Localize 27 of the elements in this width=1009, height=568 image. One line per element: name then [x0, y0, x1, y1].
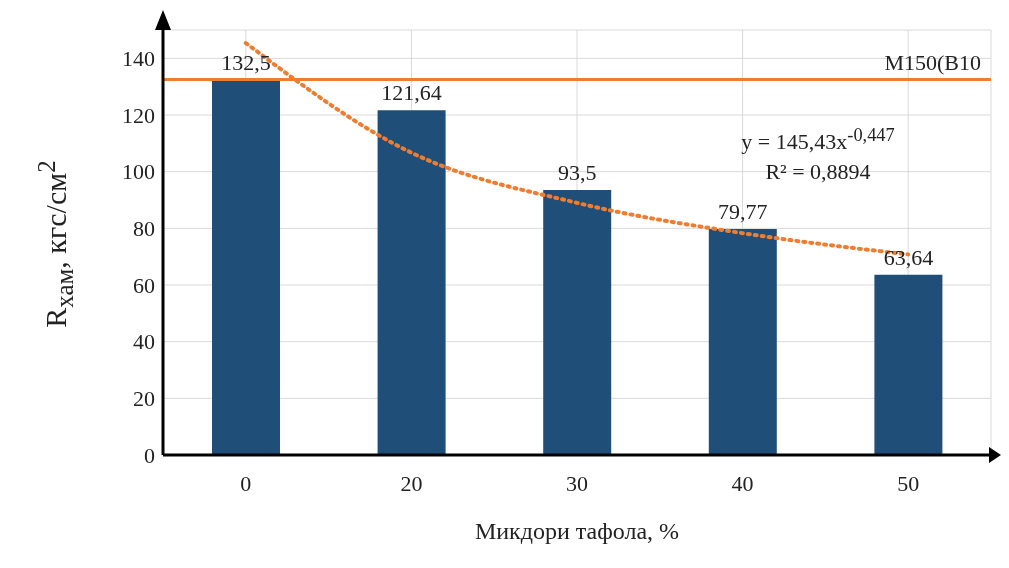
- x-tick-label: 40: [731, 470, 754, 496]
- data-label: 121,64: [381, 80, 442, 106]
- bar: [874, 274, 943, 455]
- data-label: 63,64: [883, 244, 934, 270]
- x-tick-label: 20: [400, 470, 423, 496]
- y-tick-label: 100: [122, 159, 155, 185]
- bar: [708, 228, 777, 455]
- ref-line-label: M150(B10: [884, 49, 981, 75]
- data-label: 79,77: [718, 198, 768, 224]
- annotation: y = 145,43x$^{-0,447}$: [740, 124, 896, 157]
- bar: [377, 110, 446, 455]
- x-tick-label: 30: [566, 470, 588, 496]
- bar: [212, 79, 280, 455]
- y-tick-label: 0: [144, 442, 155, 468]
- x-tick-label: 50: [897, 470, 920, 496]
- y-tick-label: 60: [133, 272, 155, 298]
- bar: [543, 190, 612, 455]
- y-tick-label: 120: [122, 102, 155, 128]
- y-tick-label: 20: [133, 386, 155, 412]
- x-tick-label: 0: [240, 470, 252, 496]
- y-tick-label: 140: [122, 46, 155, 72]
- y-tick-label: 80: [133, 216, 155, 242]
- data-label: 132,5: [221, 49, 271, 75]
- data-label: 93,5: [557, 160, 597, 186]
- x-axis-title: Микдори тафола, %: [473, 518, 681, 545]
- annotation: R² = 0,8894: [764, 158, 872, 187]
- y-tick-label: 40: [133, 329, 155, 355]
